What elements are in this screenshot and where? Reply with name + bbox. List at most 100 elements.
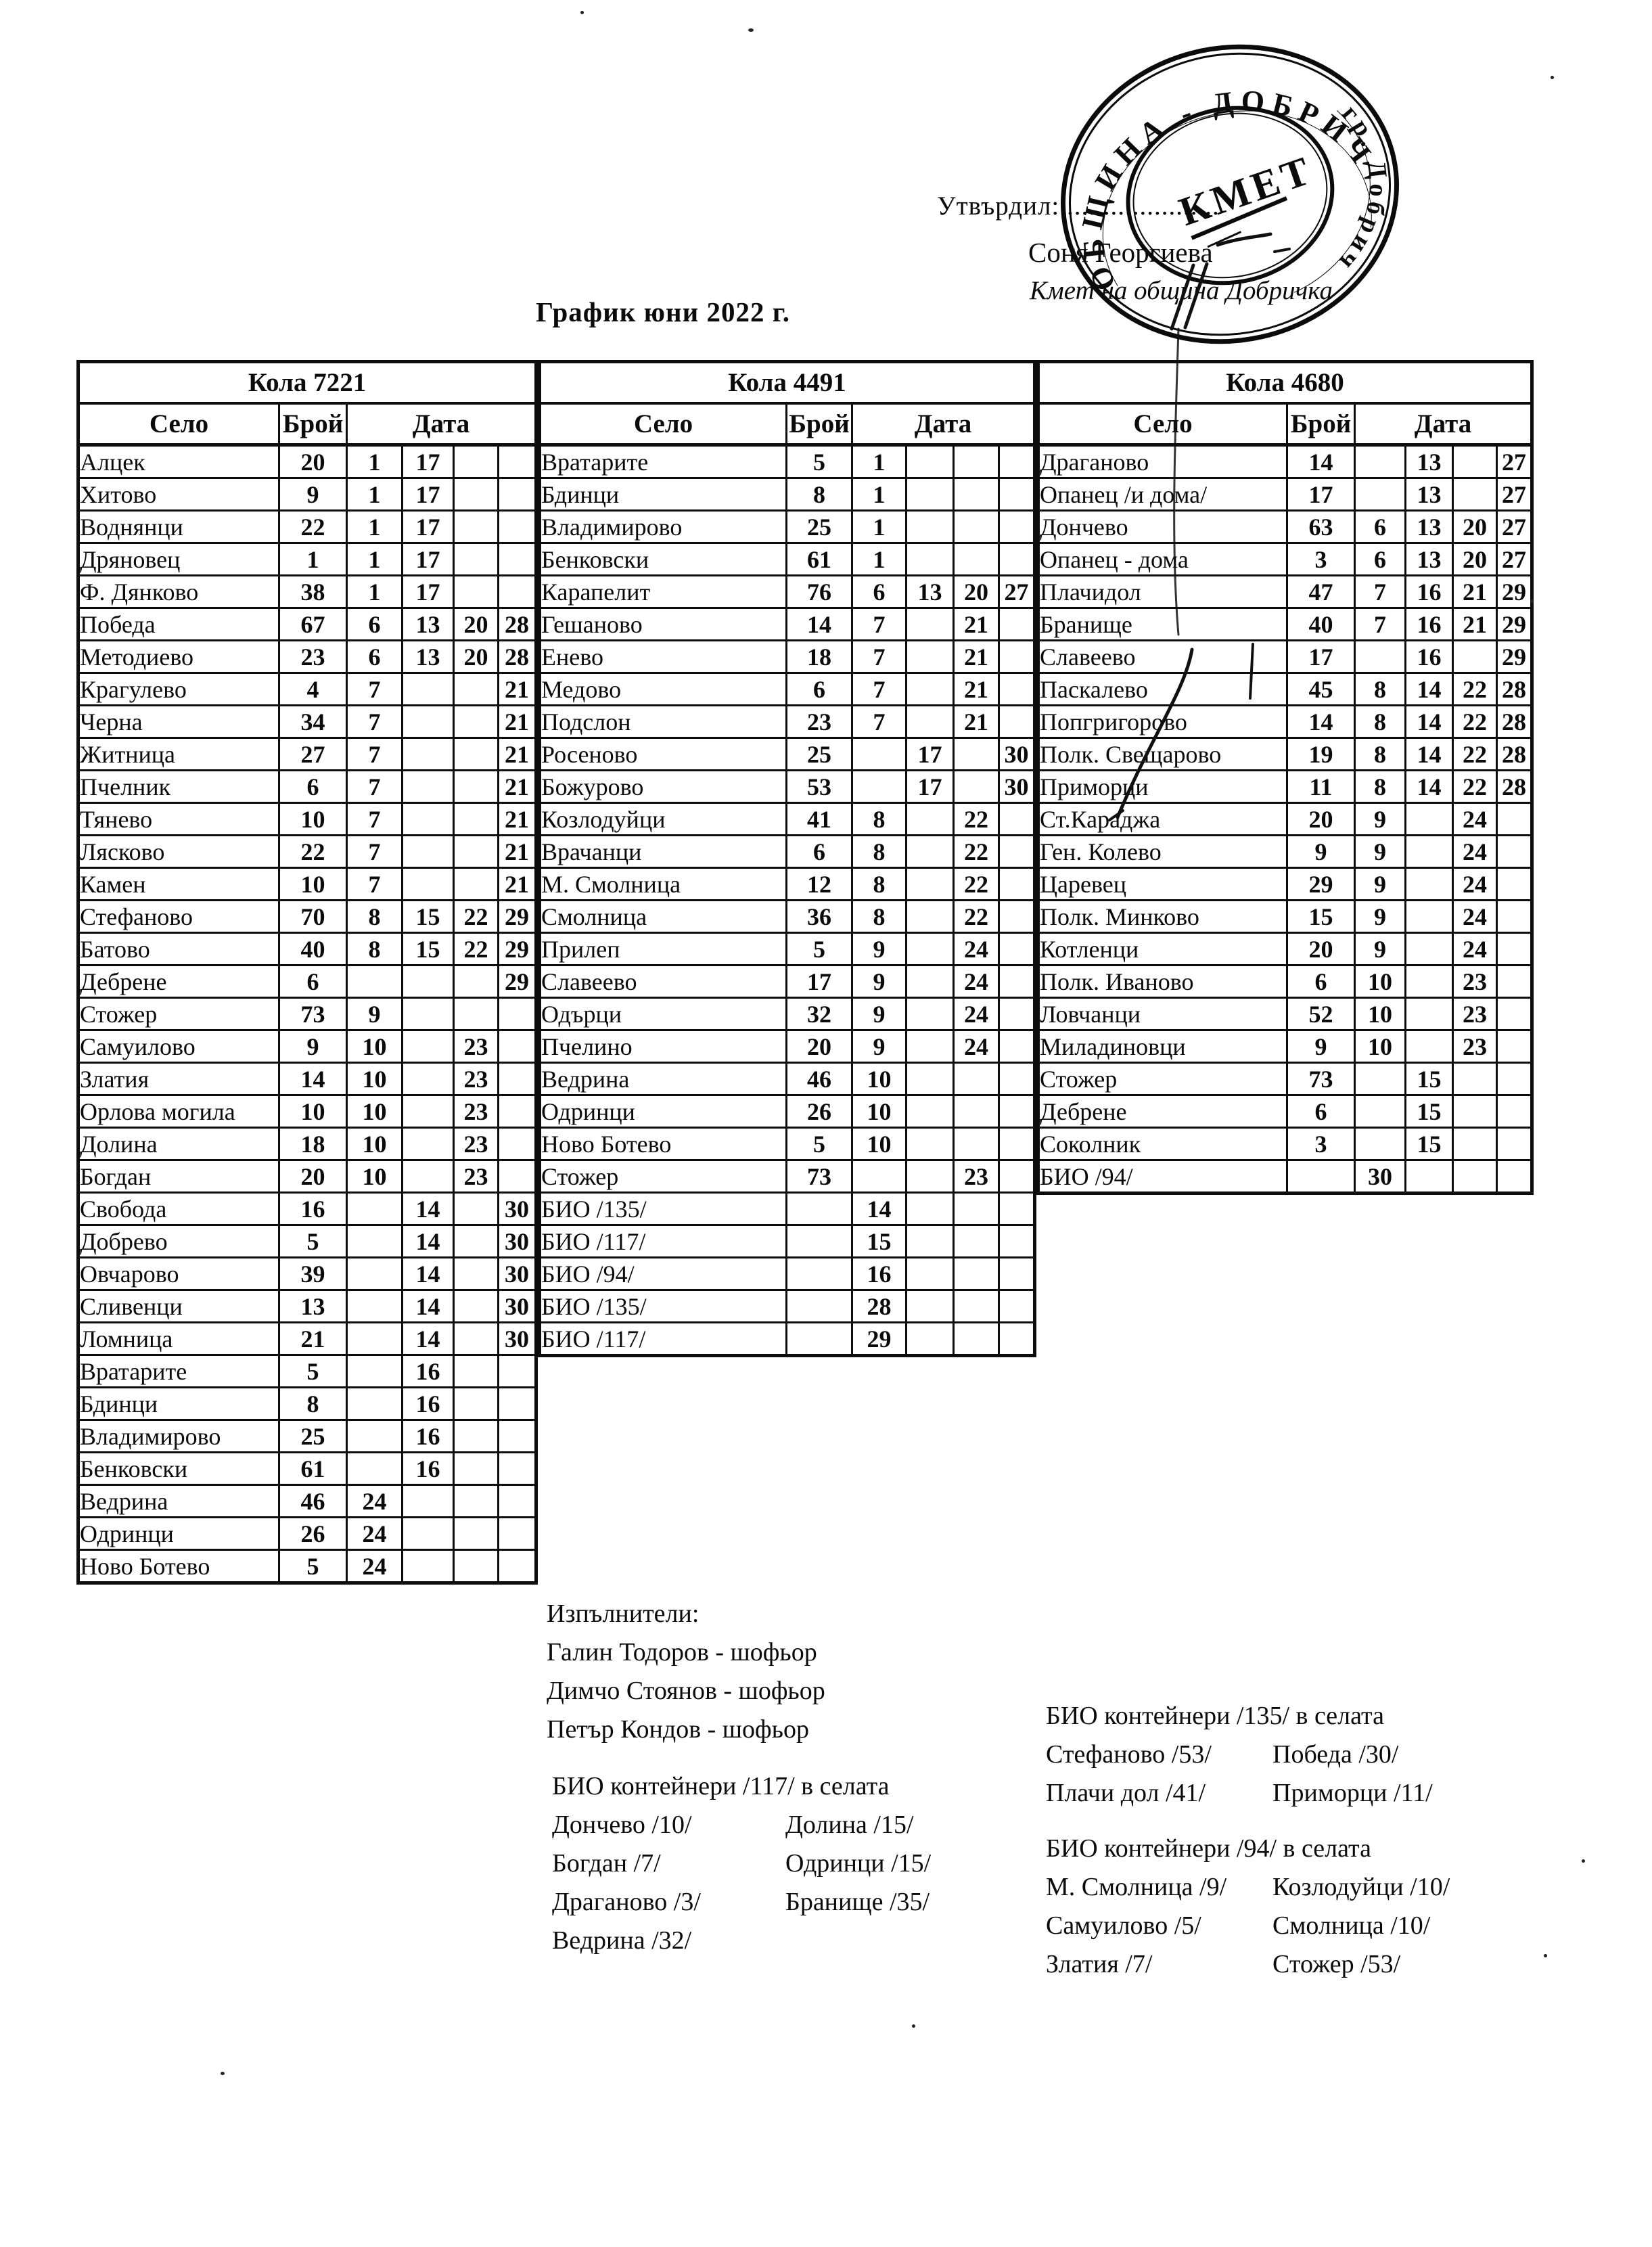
table-row: Дончево 63 6 13 20 27 — [1037, 509, 1533, 544]
date-cell — [1404, 1159, 1454, 1194]
date-cell — [998, 1127, 1036, 1161]
date-cell — [953, 477, 1000, 512]
date-cell: 10 — [346, 1159, 403, 1194]
bio-item: Победа /30/ — [1272, 1740, 1399, 1769]
village-cell: Дебрене — [1037, 1094, 1288, 1129]
village-cell: Славеево — [538, 964, 787, 999]
date-cell: 30 — [1354, 1159, 1406, 1194]
count-cell: 1 — [278, 542, 348, 576]
bio-item: Плачи дол /41/ — [1046, 1779, 1206, 1807]
date-cell — [905, 444, 955, 479]
date-cell: 6 — [1354, 509, 1406, 544]
date-cell — [401, 672, 455, 706]
table-row: Дряновец 1 1 17 — [77, 542, 537, 576]
column-header-count: Брой — [278, 402, 348, 447]
date-cell: 8 — [851, 802, 907, 836]
date-cell: 29 — [1496, 607, 1533, 641]
date-cell — [1404, 1029, 1454, 1064]
count-cell: 14 — [1286, 704, 1356, 739]
date-cell: 23 — [1452, 997, 1498, 1031]
date-cell: 9 — [1354, 867, 1406, 901]
date-cell: 8 — [346, 932, 403, 966]
date-cell: 22 — [1452, 737, 1498, 771]
date-cell — [905, 1191, 955, 1226]
date-cell — [401, 1062, 455, 1096]
village-cell: Одърци — [538, 997, 787, 1031]
date-cell — [1404, 964, 1454, 999]
village-cell: БИО /117/ — [538, 1224, 787, 1258]
village-cell: Свобода — [77, 1191, 280, 1226]
table-row: Енево 18 7 21 — [538, 639, 1036, 674]
date-cell: 8 — [851, 899, 907, 934]
count-cell: 73 — [1286, 1062, 1356, 1096]
date-cell — [453, 1256, 499, 1291]
date-cell: 14 — [851, 1191, 907, 1226]
date-cell: 7 — [346, 672, 403, 706]
date-cell: 10 — [1354, 1029, 1406, 1064]
bio-item: Самуилово /5/ — [1046, 1911, 1201, 1940]
village-cell: Ново Ботево — [538, 1127, 787, 1161]
village-cell: Владимирово — [538, 509, 787, 544]
table-row: Стожер 73 9 — [77, 997, 537, 1031]
scan-speck — [912, 2024, 915, 2028]
date-cell: 16 — [1404, 574, 1454, 609]
count-cell: 21 — [278, 1321, 348, 1356]
date-cell: 13 — [905, 574, 955, 609]
village-cell: Котленци — [1037, 932, 1288, 966]
date-cell — [497, 1159, 537, 1194]
date-cell: 8 — [1354, 769, 1406, 804]
village-cell: БИО /135/ — [538, 1191, 787, 1226]
date-cell — [1452, 1127, 1498, 1161]
count-cell — [785, 1289, 853, 1323]
count-cell: 20 — [1286, 932, 1356, 966]
date-cell — [998, 672, 1036, 706]
table-row: Полк. Минково 15 9 24 — [1037, 899, 1533, 934]
village-cell: Ведрина — [77, 1484, 280, 1518]
date-cell: 7 — [851, 607, 907, 641]
date-cell — [401, 997, 455, 1031]
date-cell — [497, 509, 537, 544]
date-cell: 28 — [1496, 737, 1533, 771]
date-cell — [998, 704, 1036, 739]
date-cell — [998, 932, 1036, 966]
date-cell — [851, 737, 907, 771]
date-cell: 29 — [1496, 639, 1533, 674]
date-cell: 21 — [1452, 607, 1498, 641]
date-cell — [1496, 834, 1533, 869]
column-header-village: Село — [77, 402, 280, 447]
village-cell: Владимирово — [77, 1419, 280, 1453]
date-cell: 23 — [1452, 1029, 1498, 1064]
table-row: Котленци 20 9 24 — [1037, 932, 1533, 966]
table-row: Воднянци 22 1 17 — [77, 509, 537, 544]
date-cell: 21 — [1452, 574, 1498, 609]
table-row: Гешаново 14 7 21 — [538, 607, 1036, 641]
village-cell: Драганово — [1037, 444, 1288, 479]
date-cell — [1354, 444, 1406, 479]
date-cell — [953, 1256, 1000, 1291]
date-cell: 29 — [497, 932, 537, 966]
date-cell — [998, 1159, 1036, 1194]
table-row: Царевец 29 9 24 — [1037, 867, 1533, 901]
village-cell: Дряновец — [77, 542, 280, 576]
approver-name: Соня Георгиева — [1028, 237, 1213, 268]
count-cell: 8 — [785, 477, 853, 512]
bio-item: Одринци /15/ — [785, 1849, 932, 1878]
table-row: Пчелник 6 7 21 — [77, 769, 537, 804]
date-cell: 29 — [851, 1321, 907, 1357]
date-cell — [953, 1094, 1000, 1129]
count-cell: 63 — [1286, 509, 1356, 544]
date-cell — [453, 1289, 499, 1323]
table-row: Ново Ботево 5 10 — [538, 1127, 1036, 1161]
table-row: Бдинци 8 1 — [538, 477, 1036, 512]
date-cell — [953, 1062, 1000, 1096]
bio-94-block: БИО контейнери /94/ в селата М. Смолница … — [1046, 1830, 1450, 1984]
date-cell — [453, 1419, 499, 1453]
village-cell: Методиево — [77, 639, 280, 674]
date-cell: 23 — [453, 1127, 499, 1161]
date-cell — [905, 1289, 955, 1323]
date-cell — [453, 1484, 499, 1518]
count-cell: 5 — [785, 444, 853, 479]
date-cell: 10 — [1354, 964, 1406, 999]
date-cell — [401, 737, 455, 771]
table-row: Овчарово 39 14 30 — [77, 1256, 537, 1291]
